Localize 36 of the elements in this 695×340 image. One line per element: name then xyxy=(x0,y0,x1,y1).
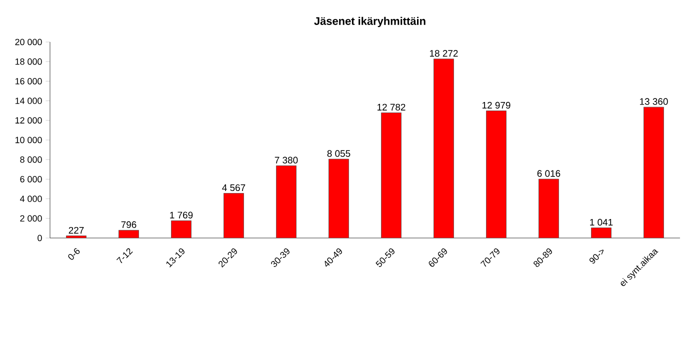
x-tick-label: 90-> xyxy=(589,250,604,264)
y-tick-label: 16 000 xyxy=(15,78,42,84)
y-tick-label: 12 000 xyxy=(15,117,42,124)
data-label: 7 380 xyxy=(274,156,298,164)
data-label: 1 041 xyxy=(590,218,613,226)
data-label: 1 769 xyxy=(170,212,193,218)
y-tick-label: 8 000 xyxy=(20,156,42,163)
bar xyxy=(224,193,244,238)
data-label: 18 272 xyxy=(430,50,458,57)
y-tick-label: 20 000 xyxy=(15,38,42,46)
bar xyxy=(381,112,402,238)
bar xyxy=(171,220,192,238)
data-label: 8 055 xyxy=(327,150,350,157)
bar xyxy=(486,110,506,238)
data-label: 4 567 xyxy=(222,184,246,192)
y-tick-label: 2 000 xyxy=(20,215,42,222)
data-label: 227 xyxy=(68,226,84,234)
x-tick-label: 0-6 xyxy=(68,248,80,260)
bar xyxy=(591,228,612,238)
data-label: 12 979 xyxy=(482,102,510,109)
y-tick-label: 10 000 xyxy=(15,136,42,144)
y-tick-label: 4 000 xyxy=(20,196,42,202)
bar xyxy=(434,58,454,238)
data-label: 796 xyxy=(121,221,136,228)
bar xyxy=(538,178,559,238)
y-tick-label: 0 xyxy=(38,234,42,242)
bar xyxy=(644,106,664,238)
bar xyxy=(328,158,349,238)
bar xyxy=(276,165,296,238)
data-label: 13 360 xyxy=(640,98,668,105)
y-tick-label: 6 000 xyxy=(20,176,42,182)
y-tick-label: 18 000 xyxy=(15,58,42,65)
y-tick-label: 14 000 xyxy=(15,98,42,104)
chart-title: Jäsenet ikäryhmittäin xyxy=(314,16,426,28)
data-label: 12 782 xyxy=(378,104,406,111)
data-label: 6 016 xyxy=(537,170,560,177)
